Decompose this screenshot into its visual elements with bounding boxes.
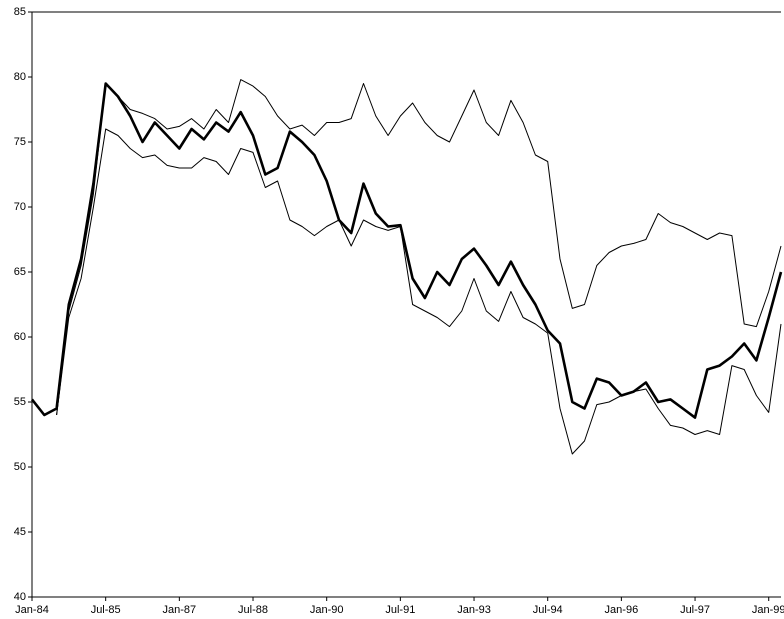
y-tick-label: 45 — [14, 526, 26, 538]
y-tick-label: 40 — [14, 591, 26, 603]
x-tick-label: Jul-94 — [533, 604, 563, 616]
y-tick-label: 85 — [14, 6, 26, 18]
y-tick-label: 75 — [14, 136, 26, 148]
x-tick-label: Jul-85 — [91, 604, 121, 616]
x-tick-label: Jan-93 — [457, 604, 491, 616]
x-tick-label: Jan-87 — [163, 604, 197, 616]
x-tick-label: Jul-97 — [680, 604, 710, 616]
y-tick-label: 70 — [14, 201, 26, 213]
y-tick-label: 65 — [14, 266, 26, 278]
x-tick-label: Jan-90 — [310, 604, 344, 616]
y-tick-label: 50 — [14, 461, 26, 473]
x-tick-label: Jan-84 — [15, 604, 49, 616]
x-tick-label: Jan-96 — [605, 604, 639, 616]
x-tick-label: Jul-91 — [385, 604, 415, 616]
series-line — [56, 79, 782, 416]
x-tick-label: Jan-99 — [752, 604, 784, 616]
y-tick-label: 80 — [14, 71, 26, 83]
x-tick-label: Jul-88 — [238, 604, 268, 616]
y-tick-label: 55 — [14, 396, 26, 408]
y-tick-label: 60 — [14, 331, 26, 343]
series-line — [30, 82, 783, 419]
series-line — [56, 128, 782, 455]
